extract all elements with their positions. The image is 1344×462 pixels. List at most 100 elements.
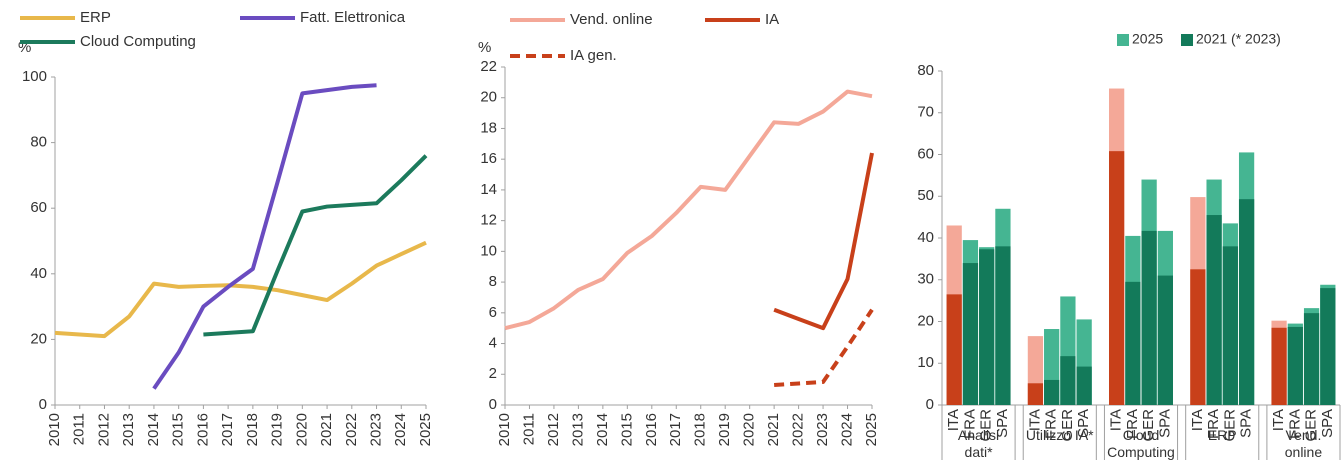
bar [1303,313,1320,405]
y-tick-label: 20 [30,330,47,347]
y-tick-label: 50 [917,187,934,204]
x-tick-label: GER [1303,409,1320,442]
y-tick-label: 20 [480,89,497,106]
x-tick-label: ITA [945,409,962,431]
bar [1060,356,1076,405]
x-tick-label: SPA [1238,409,1255,438]
y-tick-label: 100 [22,68,47,85]
x-tick-label: 2016 [194,413,211,446]
group-label: Vend. online [1284,427,1323,460]
x-tick-label: 2023 [368,413,385,446]
y-tick-label: 30 [917,271,934,288]
x-tick-label: GER [1221,409,1238,442]
x-tick-label: 2018 [692,413,709,446]
bar [1206,215,1222,405]
y-tick-label: 10 [480,242,497,259]
x-tick-label: SPA [1319,409,1336,438]
x-tick-label: ITA [1189,409,1206,431]
legend-label: 2025 [1132,31,1163,47]
y-tick-label: 80 [917,62,934,79]
x-tick-label: 2011 [520,413,537,445]
x-tick-label: 2019 [269,413,286,446]
legend-label: IA [765,11,779,28]
y-tick-label: 0 [926,396,934,413]
x-tick-label: 2023 [814,413,831,446]
x-tick-label: 2013 [120,413,137,446]
x-tick-label: 2013 [569,413,586,446]
bar [946,294,962,405]
y-tick-label: 70 [917,104,934,121]
legend-label: Cloud Computing [80,33,196,50]
y-tick-label: 16 [480,150,497,167]
bar [1044,379,1060,405]
x-tick-label: 2019 [716,413,733,446]
group-label: Utilizzo IA* [1025,427,1094,443]
x-tick-label: 2012 [95,413,112,446]
bar [962,263,979,405]
bar [979,249,995,405]
line [774,308,874,388]
x-tick-label: 2022 [343,413,360,446]
x-tick-label: 2018 [244,413,261,446]
group-label: Cloud Computing [1107,427,1175,460]
x-tick-label: 2020 [293,413,310,446]
x-tick-label: GER [1140,409,1157,442]
x-tick-label: SPA [1075,409,1092,438]
x-tick-label: ITA [1270,409,1287,431]
legend-label: IA gen. [570,47,617,64]
y-tick-label: 10 [917,354,934,371]
line [54,240,427,339]
line [203,154,428,337]
x-tick-label: 2010 [496,413,513,446]
legend-label: Fatt. Elettronica [300,9,406,26]
x-tick-label: ITA [1108,409,1125,431]
x-tick-label: 2015 [618,413,635,446]
bar [1157,275,1173,405]
x-tick-label: 2021 [318,413,335,446]
y-tick-label: 6 [489,304,497,321]
x-tick-label: FRA [1043,409,1060,439]
x-tick-label: 2025 [863,413,880,446]
group-label: Analisi dati* [957,427,1000,460]
x-tick-label: 2017 [219,413,236,446]
y-tick-label: 22 [480,58,497,75]
x-tick-label: FRA [1286,409,1303,439]
x-tick-label: 2015 [170,413,187,446]
x-tick-label: SPA [994,409,1011,438]
y-tick-label: 20 [917,312,934,329]
x-tick-label: 2020 [741,413,758,446]
y-tick-label: 40 [917,229,934,246]
bar [1287,326,1303,405]
bar [1141,230,1157,405]
y-tick-label: 60 [917,145,934,162]
group-label: ERP [1207,427,1237,443]
bar [995,246,1011,405]
bar [1190,269,1206,405]
line [504,89,873,331]
y-tick-label: 14 [480,181,497,198]
legend-swatch [1117,34,1129,46]
bar [1222,246,1238,405]
x-tick-label: 2011 [71,413,88,445]
line [152,83,377,390]
x-tick-label: 2012 [545,413,562,446]
bar [1076,366,1092,405]
legend-label: Vend. online [570,11,653,28]
line [773,152,874,331]
x-tick-label: 2014 [145,413,162,446]
x-tick-label: 2016 [643,413,660,446]
x-tick-label: ITA [1026,409,1043,431]
x-tick-label: 2010 [46,413,63,446]
legend-label: ERP [80,9,111,26]
x-tick-label: FRA [961,409,978,439]
y-axis-label: % [478,39,491,56]
bar [1271,327,1287,405]
bar [1238,199,1255,405]
y-tick-label: 60 [30,199,47,216]
x-tick-label: 2022 [790,413,807,446]
bar [1027,383,1044,405]
x-tick-label: FRA [1205,409,1222,439]
x-tick-label: 2025 [417,413,434,446]
y-tick-label: 8 [489,273,497,290]
